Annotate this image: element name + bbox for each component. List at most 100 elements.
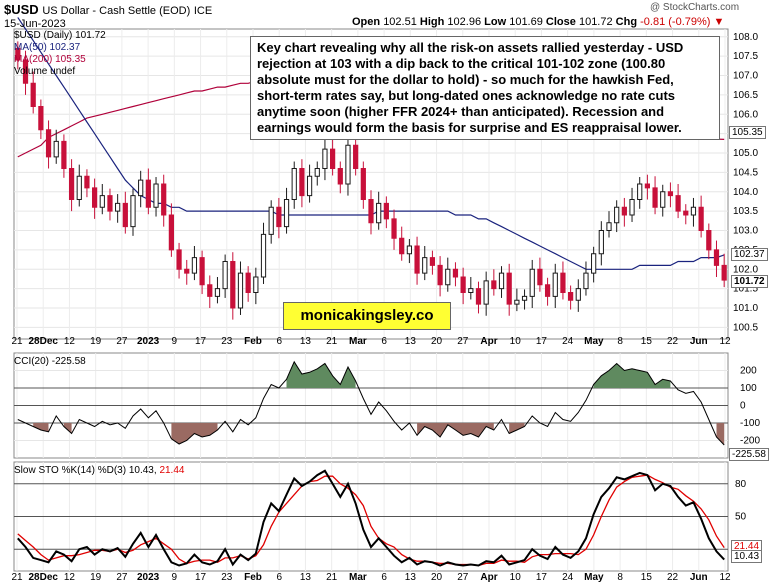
- candle-body: [161, 183, 167, 216]
- candle-body: [606, 222, 612, 231]
- time-tick-label: Apr: [480, 336, 497, 347]
- time-tick-label: 15: [641, 572, 653, 583]
- candle-body: [675, 195, 681, 212]
- time-tick-label: 10: [510, 336, 522, 347]
- candle-body: [644, 183, 650, 189]
- cci-tick-label: 200: [740, 366, 757, 377]
- candle-body: [299, 168, 305, 197]
- candle-body: [237, 272, 244, 309]
- candle-body: [130, 195, 136, 228]
- time-tick-label: 17: [536, 336, 548, 347]
- candle-body: [683, 210, 689, 216]
- cci-badge: -225.58: [729, 448, 769, 461]
- candle-body: [506, 272, 512, 305]
- price-tick-label: 102.0: [733, 264, 758, 275]
- time-tick-label: Mar: [349, 336, 367, 347]
- candle-body: [330, 148, 336, 169]
- candle-body: [276, 206, 282, 228]
- time-tick-label: Feb: [244, 336, 262, 347]
- candles-layer: [15, 41, 727, 320]
- candle-body: [199, 257, 205, 286]
- legend-main: $USD (Daily) 101.72: [14, 30, 106, 41]
- candle-body: [598, 230, 604, 255]
- candle-body: [38, 106, 44, 131]
- time-tick-label: 17: [195, 572, 207, 583]
- ma50-badge: 102.37: [731, 248, 768, 261]
- candle-body: [283, 199, 290, 228]
- candle-body: [176, 249, 182, 270]
- candle-body: [345, 144, 351, 185]
- candle-body: [99, 195, 105, 208]
- close-badge: 101.72: [731, 275, 768, 288]
- candle-body: [291, 168, 297, 200]
- down-triangle-icon: ▼: [713, 16, 725, 28]
- candle-body: [698, 206, 704, 231]
- candle-body: [15, 47, 21, 61]
- candle-body: [391, 218, 397, 239]
- candle-body: [537, 268, 543, 286]
- price-legend: $USD (Daily) 101.72 MA(50) 102.37 MA(200…: [14, 30, 106, 78]
- price-tick-label: 101.5: [733, 284, 758, 295]
- chart-date: 15-Jun-2023: [4, 18, 66, 30]
- candle-body: [314, 168, 320, 177]
- symbol: $USD: [4, 2, 39, 17]
- ma200-badge: 105.35: [729, 126, 766, 139]
- candle-body: [76, 175, 82, 200]
- time-tick-label: 24: [562, 572, 574, 583]
- price-tick-label: 104.0: [733, 187, 758, 198]
- candle-body: [575, 288, 581, 301]
- time-tick-label: 19: [90, 336, 102, 347]
- price-tick-label: 106.0: [733, 109, 758, 120]
- cci-tick-label: 0: [740, 401, 746, 412]
- cci-tick-label: -200: [740, 436, 760, 447]
- price-tick-label: 103.5: [733, 206, 758, 217]
- cci-overbought-fill: [286, 361, 356, 388]
- candle-body: [214, 288, 221, 297]
- candle-body: [230, 261, 236, 309]
- candle-body: [422, 257, 428, 274]
- candle-body: [629, 199, 635, 216]
- candle-body: [268, 206, 274, 235]
- time-tick-label: 24: [562, 336, 574, 347]
- candle-body: [452, 268, 459, 278]
- candle-body: [383, 202, 389, 220]
- candle-body: [475, 288, 482, 305]
- price-tick-label: 100.5: [733, 322, 758, 333]
- time-tick-label: 6: [381, 572, 387, 583]
- time-tick-label: Mar: [349, 572, 367, 583]
- time-tick-label: 2023: [137, 572, 160, 583]
- legend-ma50: MA(50) 102.37: [14, 42, 81, 53]
- time-tick-label: 20: [431, 336, 443, 347]
- price-tick-label: 108.0: [733, 32, 758, 43]
- candle-body: [460, 276, 466, 293]
- candle-body: [568, 292, 574, 301]
- time-tick-label: 19: [90, 572, 102, 583]
- time-tick-label: 6: [276, 336, 282, 347]
- candle-body: [498, 272, 505, 290]
- time-tick-label: 28Dec: [28, 572, 58, 583]
- site-label: monicakingsley.co: [283, 302, 451, 330]
- time-tick-label: Jun: [690, 572, 708, 583]
- time-tick-label: 27: [116, 572, 128, 583]
- time-tick-label: 27: [116, 336, 128, 347]
- time-tick-label: 12: [64, 336, 76, 347]
- legend-ma200: MA(200) 105.35: [14, 54, 86, 65]
- candle-body: [153, 183, 159, 208]
- time-tick-label: 27: [457, 336, 469, 347]
- candle-body: [552, 272, 558, 297]
- time-tick-label: 12: [64, 572, 76, 583]
- watermark: @ StockCharts.com: [650, 2, 740, 13]
- candle-body: [406, 245, 412, 255]
- time-tick-label: 8: [617, 572, 623, 583]
- candle-body: [529, 268, 535, 297]
- candle-body: [337, 168, 343, 185]
- candle-body: [253, 276, 259, 293]
- time-tick-label: 9: [172, 336, 178, 347]
- candle-body: [360, 168, 366, 200]
- candle-body: [353, 144, 359, 169]
- time-tick-label: 15: [641, 336, 653, 347]
- time-tick-label: 28Dec: [28, 336, 58, 347]
- candle-body: [68, 168, 75, 200]
- time-tick-label: 22: [667, 572, 679, 583]
- candle-body: [583, 272, 589, 290]
